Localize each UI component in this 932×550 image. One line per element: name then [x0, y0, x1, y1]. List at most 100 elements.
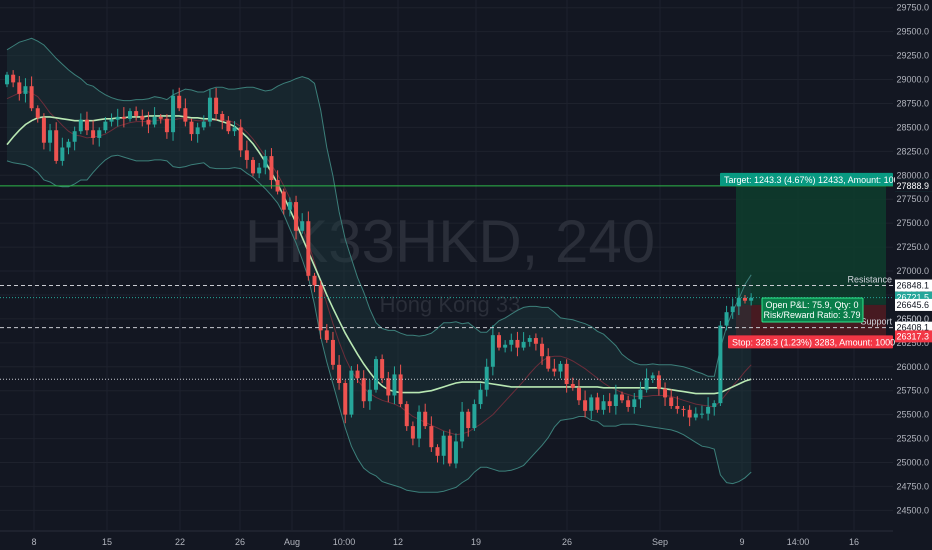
- candle-body: [281, 191, 286, 210]
- moving-average-fast: [6, 90, 752, 436]
- pnl-label: Open P&L: 75.9, Qty: 0: [765, 300, 858, 310]
- candle-body: [447, 435, 452, 464]
- candle: [644, 368, 649, 393]
- candle-body: [564, 363, 569, 384]
- candle: [146, 111, 151, 134]
- candle: [558, 361, 563, 379]
- candle: [675, 396, 680, 414]
- candle: [251, 157, 255, 177]
- candle-body: [72, 131, 77, 142]
- candle: [164, 114, 169, 139]
- candle-body: [146, 119, 151, 125]
- candle-body: [441, 435, 446, 456]
- candle: [527, 335, 532, 347]
- candle-body: [115, 116, 120, 120]
- candle-body: [509, 339, 514, 345]
- candle-body: [312, 275, 317, 286]
- candle: [374, 356, 378, 393]
- candle: [712, 400, 717, 416]
- candle-body: [361, 378, 366, 402]
- candle: [152, 107, 157, 128]
- price-tick-label: 26500.0: [896, 314, 929, 324]
- candle: [607, 393, 612, 413]
- candle: [632, 392, 637, 414]
- candle: [460, 401, 465, 449]
- candle-body: [515, 339, 520, 348]
- candle: [687, 405, 692, 427]
- candle-body: [269, 156, 274, 181]
- price-tick-label: 27750.0: [896, 194, 929, 204]
- candle-body: [638, 389, 643, 400]
- candles: [5, 70, 754, 469]
- price-tick-label: 28750.0: [896, 98, 929, 108]
- candle-body: [343, 383, 348, 415]
- candle-body: [613, 394, 618, 407]
- candle: [484, 358, 489, 397]
- candle: [533, 333, 538, 351]
- candle: [121, 107, 126, 128]
- price-badge-stop: 26317.3: [896, 331, 929, 341]
- candle-body: [650, 375, 655, 379]
- candle-body: [287, 202, 292, 210]
- candle-body: [644, 378, 649, 390]
- candle: [84, 111, 89, 136]
- candle: [546, 348, 551, 372]
- candle: [570, 377, 575, 391]
- candle: [380, 354, 385, 384]
- candle-body: [595, 397, 600, 410]
- candle-body: [171, 95, 176, 133]
- candle: [324, 324, 329, 343]
- candle-body: [699, 413, 704, 415]
- candle: [478, 383, 483, 409]
- candle-body: [214, 97, 219, 114]
- candle-body: [706, 406, 711, 414]
- price-axis-bg: [895, 0, 932, 550]
- candle: [429, 416, 434, 452]
- price-tick-26500: 26500.0: [896, 314, 929, 324]
- candle-body: [374, 359, 378, 390]
- time-tick-label: Sep: [652, 537, 668, 547]
- time-tick-label: 9: [739, 537, 744, 547]
- time-tick-label: 16: [849, 537, 859, 547]
- candle-body: [294, 202, 299, 231]
- candle-body: [17, 82, 22, 94]
- candle-body: [103, 121, 108, 131]
- price-tick-label: 29500.0: [896, 27, 929, 37]
- candle: [650, 372, 655, 384]
- candle-body: [632, 399, 637, 407]
- candle: [238, 119, 243, 158]
- candle: [177, 87, 182, 112]
- bollinger-upper: [6, 37, 752, 377]
- candle-body: [398, 374, 403, 405]
- target-label-bg: [720, 172, 893, 186]
- candle: [5, 71, 9, 88]
- candle-body: [392, 374, 397, 396]
- candle-body: [195, 127, 200, 135]
- candle-body: [35, 108, 40, 118]
- price-tick-label: 28500.0: [896, 122, 929, 132]
- candle: [17, 76, 22, 101]
- time-tick-label: 8: [31, 537, 36, 547]
- candle: [417, 405, 422, 448]
- price-badge-resistance-bg: [895, 279, 932, 292]
- candle-body: [48, 130, 53, 143]
- time-tick-label: Aug: [284, 537, 300, 547]
- candle: [490, 325, 495, 376]
- candle: [583, 390, 588, 418]
- candle-body: [743, 297, 747, 301]
- price-badge-entry: 26645.6: [896, 300, 929, 310]
- candle: [269, 148, 274, 189]
- time-tick-label: 14:00: [787, 537, 810, 547]
- candle: [392, 366, 397, 405]
- price-tick-label: 25000.0: [896, 458, 929, 468]
- candle-body: [109, 119, 114, 122]
- candle-body: [681, 408, 686, 410]
- candle: [300, 213, 305, 234]
- candle-body: [23, 86, 28, 94]
- candle: [91, 120, 96, 145]
- candle-body: [300, 221, 305, 231]
- target-zone: [736, 185, 886, 305]
- candle: [189, 118, 194, 141]
